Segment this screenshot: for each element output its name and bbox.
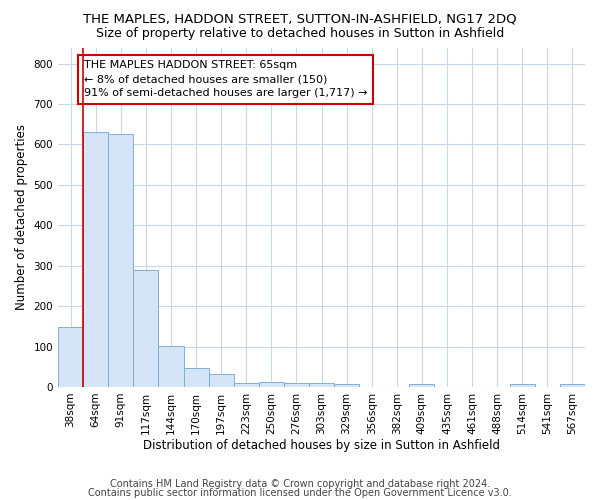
Text: Size of property relative to detached houses in Sutton in Ashfield: Size of property relative to detached ho…	[96, 28, 504, 40]
Bar	[83, 132, 108, 387]
Bar	[133, 270, 158, 387]
X-axis label: Distribution of detached houses by size in Sutton in Ashfield: Distribution of detached houses by size …	[143, 440, 500, 452]
Text: Contains public sector information licensed under the Open Government Licence v3: Contains public sector information licen…	[88, 488, 512, 498]
Bar	[560, 384, 585, 387]
Bar	[108, 134, 133, 387]
Bar	[158, 346, 184, 387]
Bar	[284, 384, 309, 387]
Bar	[510, 384, 535, 387]
Text: Contains HM Land Registry data © Crown copyright and database right 2024.: Contains HM Land Registry data © Crown c…	[110, 479, 490, 489]
Bar	[58, 327, 83, 387]
Bar	[309, 384, 334, 387]
Text: THE MAPLES, HADDON STREET, SUTTON-IN-ASHFIELD, NG17 2DQ: THE MAPLES, HADDON STREET, SUTTON-IN-ASH…	[83, 12, 517, 26]
Bar	[233, 382, 259, 387]
Bar	[259, 382, 284, 387]
Bar	[184, 368, 209, 387]
Text: THE MAPLES HADDON STREET: 65sqm
← 8% of detached houses are smaller (150)
91% of: THE MAPLES HADDON STREET: 65sqm ← 8% of …	[83, 60, 367, 98]
Bar	[409, 384, 434, 387]
Bar	[209, 374, 233, 387]
Y-axis label: Number of detached properties: Number of detached properties	[15, 124, 28, 310]
Bar	[334, 384, 359, 387]
